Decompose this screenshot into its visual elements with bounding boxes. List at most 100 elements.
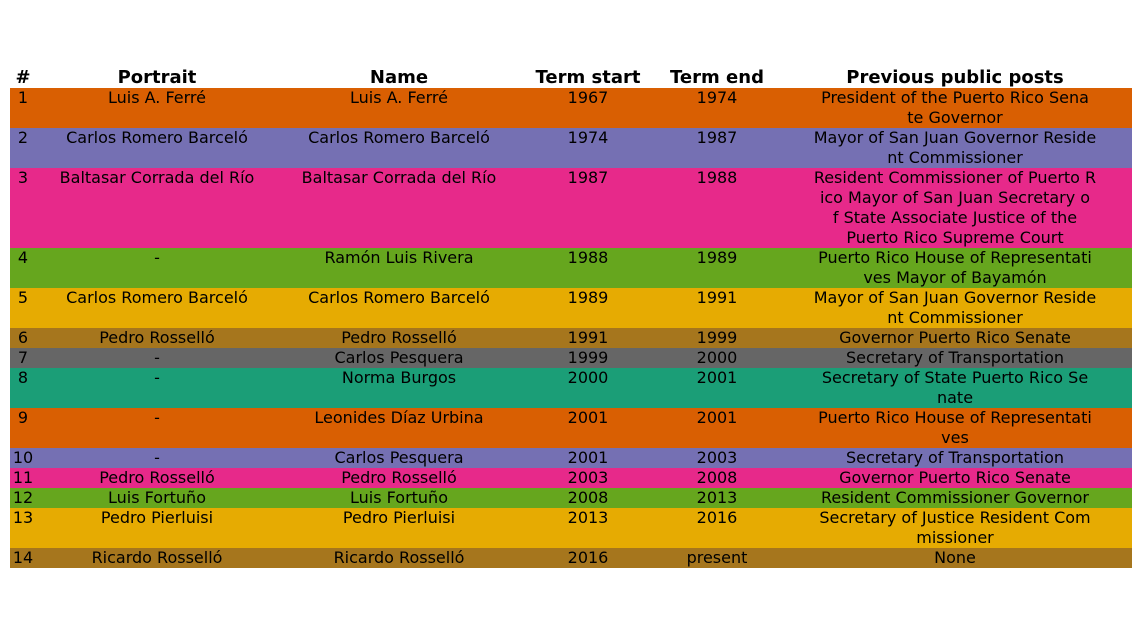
- cell-term-end: 2016: [696, 508, 738, 527]
- cell-name: Luis A. Ferré: [349, 88, 448, 107]
- cell-previous-posts: Governor Puerto Rico Senate: [839, 468, 1071, 487]
- cell-portrait: -: [154, 248, 160, 267]
- cell-number: 14: [12, 548, 34, 567]
- cell-portrait: -: [154, 368, 160, 387]
- cell-term-start: 1991: [567, 328, 609, 347]
- table-row: 13 Pedro Pierluisi Pedro Pierluisi 2013 2016…: [10, 508, 1132, 548]
- cell-portrait: Pedro Pierluisi: [100, 508, 214, 527]
- cell-term-start: 1987: [567, 168, 609, 187]
- table-row: 4 - Ramón Luis Rivera 1988 1989 Puerto Rico H…: [10, 248, 1132, 288]
- cell-previous-posts: Mayor of San Juan Governor Reside nt Com…: [813, 128, 1097, 167]
- table-row: 11 Pedro Rosselló Pedro Rosselló 2003 2008 Go…: [10, 468, 1132, 488]
- cell-number: 2: [17, 128, 29, 147]
- cell-previous-posts: Secretary of Justice Resident Com missio…: [819, 508, 1091, 547]
- cell-previous-posts: Resident Commissioner Governor: [821, 488, 1089, 507]
- table-row: 3 Baltasar Corrada del Río Baltasar Corrad…: [10, 168, 1132, 248]
- cell-term-start: 1967: [567, 88, 609, 107]
- cell-number: 9: [17, 408, 29, 427]
- cell-previous-posts: Resident Commissioner of Puerto R ico Ma…: [813, 168, 1097, 247]
- cell-term-start: 2001: [567, 448, 609, 467]
- cell-portrait: Luis A. Ferré: [107, 88, 206, 107]
- cell-name: Pedro Pierluisi: [342, 508, 456, 527]
- cell-name: Baltasar Corrada del Río: [301, 168, 497, 187]
- cell-name: Ramón Luis Rivera: [324, 248, 474, 267]
- table-row: 14 Ricardo Rosselló Ricardo Rosselló 2016 pr…: [10, 548, 1132, 568]
- cell-term-end: 2013: [696, 488, 738, 507]
- column-header-previous-posts: Previous public posts: [846, 68, 1064, 88]
- cell-previous-posts: Secretary of Transportation: [845, 348, 1065, 367]
- cell-term-start: 2000: [567, 368, 609, 387]
- cell-number: 6: [17, 328, 29, 347]
- cell-previous-posts: Mayor of San Juan Governor Reside nt Com…: [813, 288, 1097, 327]
- cell-number: 4: [17, 248, 29, 267]
- cell-portrait: -: [154, 348, 160, 367]
- table-row: 5 Carlos Romero Barceló Carlos Romero Barc…: [10, 288, 1132, 328]
- cell-portrait: Pedro Rosselló: [99, 328, 215, 347]
- cell-number: 7: [17, 348, 29, 367]
- cell-number: 13: [12, 508, 34, 527]
- cell-name: Carlos Pesquera: [334, 348, 464, 367]
- cell-number: 10: [12, 448, 34, 467]
- cell-term-start: 2016: [567, 548, 609, 567]
- cell-portrait: Carlos Romero Barceló: [66, 288, 248, 307]
- table-row: 2 Carlos Romero Barceló Carlos Romero Barc…: [10, 128, 1132, 168]
- cell-term-start: 2001: [567, 408, 609, 427]
- column-header-term-end: Term end: [670, 68, 764, 88]
- cell-name: Luis Fortuño: [350, 488, 448, 507]
- cell-previous-posts: Secretary of State Puerto Rico Se nate: [821, 368, 1089, 407]
- cell-term-start: 1974: [567, 128, 609, 147]
- cell-number: 11: [12, 468, 34, 487]
- cell-name: Norma Burgos: [341, 368, 457, 387]
- cell-previous-posts: None: [934, 548, 976, 567]
- column-header-term-start: Term start: [535, 68, 641, 88]
- column-header-portrait: Portrait: [117, 68, 197, 88]
- cell-number: 12: [12, 488, 34, 507]
- table-row: 7 - Carlos Pesquera 1999 2000 Secretary of Tr…: [10, 348, 1132, 368]
- cell-term-end: 1989: [696, 248, 738, 267]
- cell-term-end: 2000: [696, 348, 738, 367]
- cell-portrait: -: [154, 448, 160, 467]
- column-header-number: #: [15, 68, 31, 88]
- cell-previous-posts: Puerto Rico House of Representati ves Ma…: [818, 248, 1092, 287]
- table-header-row: # Portrait Name Term start Term end Prev…: [10, 68, 1132, 88]
- cell-number: 8: [17, 368, 29, 387]
- cell-name: Pedro Rosselló: [341, 328, 457, 347]
- cell-portrait: Pedro Rosselló: [99, 468, 215, 487]
- cell-name: Carlos Pesquera: [334, 448, 464, 467]
- cell-term-start: 2008: [567, 488, 609, 507]
- cell-name: Pedro Rosselló: [341, 468, 457, 487]
- cell-number: 1: [17, 88, 29, 107]
- cell-name: Carlos Romero Barceló: [308, 128, 490, 147]
- cell-term-end: 2003: [696, 448, 738, 467]
- cell-previous-posts: President of the Puerto Rico Sena te Gov…: [821, 88, 1089, 127]
- cell-term-end: 1991: [696, 288, 738, 307]
- cell-term-end: 2001: [696, 368, 738, 387]
- cell-term-end: 1974: [696, 88, 738, 107]
- cell-term-start: 2013: [567, 508, 609, 527]
- cell-name: Leonides Díaz Urbina: [314, 408, 484, 427]
- cell-term-end: 1987: [696, 128, 738, 147]
- cell-portrait: Ricardo Rosselló: [91, 548, 223, 567]
- table-row: 12 Luis Fortuño Luis Fortuño 2008 2013 Reside…: [10, 488, 1132, 508]
- cell-term-start: 1988: [567, 248, 609, 267]
- cell-portrait: -: [154, 408, 160, 427]
- cell-term-end: 2008: [696, 468, 738, 487]
- cell-portrait: Carlos Romero Barceló: [66, 128, 248, 147]
- cell-previous-posts: Governor Puerto Rico Senate: [839, 328, 1071, 347]
- table-row: 6 Pedro Rosselló Pedro Rosselló 1991 1999 Gov…: [10, 328, 1132, 348]
- cell-previous-posts: Secretary of Transportation: [845, 448, 1065, 467]
- cell-name: Ricardo Rosselló: [333, 548, 465, 567]
- cell-number: 5: [17, 288, 29, 307]
- table-row: 9 - Leonides Díaz Urbina 2001 2001 Puerto Ric…: [10, 408, 1132, 448]
- cell-term-end: 1988: [696, 168, 738, 187]
- cell-number: 3: [17, 168, 29, 187]
- cell-term-end: 1999: [696, 328, 738, 347]
- cell-term-start: 2003: [567, 468, 609, 487]
- table-row: 10 - Carlos Pesquera 2001 2003 Secretary of T…: [10, 448, 1132, 468]
- column-header-name: Name: [369, 68, 429, 88]
- governors-table: # Portrait Name Term start Term end Prev…: [10, 68, 1132, 568]
- cell-term-end: 2001: [696, 408, 738, 427]
- table-body: 1 Luis A. Ferré Luis A. Ferré 1967 1974 Presi…: [10, 88, 1132, 568]
- table-row: 8 - Norma Burgos 2000 2001 Secretary of State…: [10, 368, 1132, 408]
- cell-term-start: 1999: [567, 348, 609, 367]
